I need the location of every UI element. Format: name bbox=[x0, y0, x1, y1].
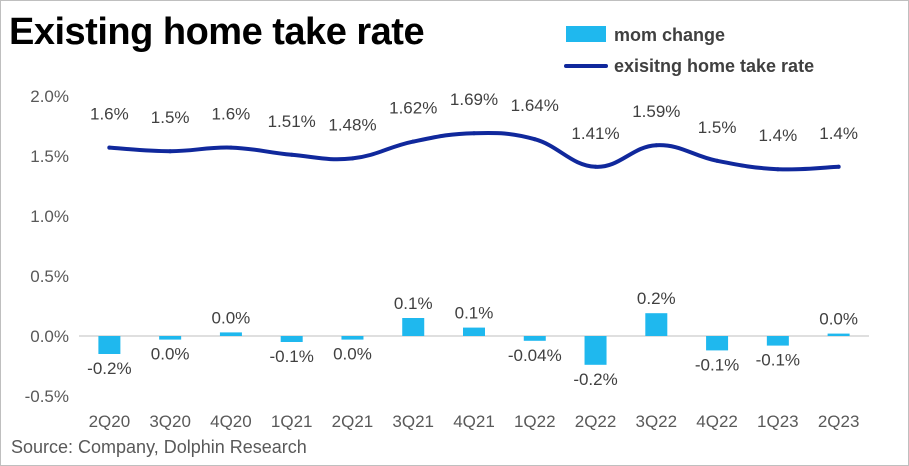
bar-mom-change bbox=[827, 333, 850, 336]
line-point bbox=[836, 164, 841, 169]
bar-data-label: -0.1% bbox=[695, 355, 739, 374]
bar-data-label: 0.0% bbox=[819, 310, 858, 329]
y-tick-label: 1.0% bbox=[30, 207, 69, 226]
x-tick-label: 1Q22 bbox=[514, 412, 556, 431]
bar-data-label: 0.0% bbox=[212, 308, 251, 327]
bar-mom-change bbox=[402, 318, 425, 336]
bar-data-label: -0.1% bbox=[756, 351, 800, 370]
line-data-label: 1.5% bbox=[151, 108, 190, 127]
line-data-label: 1.4% bbox=[819, 124, 858, 143]
bar-data-label: -0.2% bbox=[573, 370, 617, 389]
line-point bbox=[107, 145, 112, 150]
bar-mom-change bbox=[159, 336, 182, 340]
x-tick-label: 3Q22 bbox=[636, 412, 678, 431]
source-note: Source: Company, Dolphin Research bbox=[11, 437, 307, 457]
bar-mom-change bbox=[523, 336, 546, 341]
line-take-rate bbox=[107, 130, 841, 172]
line-point bbox=[228, 145, 233, 150]
bar-data-label: -0.2% bbox=[87, 359, 131, 378]
line-data-label: 1.4% bbox=[758, 126, 797, 145]
x-tick-label: 1Q21 bbox=[271, 412, 313, 431]
legend-swatch-bar bbox=[566, 26, 606, 42]
bar-data-label: 0.1% bbox=[455, 304, 494, 323]
chart-title: Existing home take rate bbox=[9, 11, 425, 53]
line-point bbox=[289, 152, 294, 157]
line-point bbox=[593, 164, 598, 169]
bar-mom-change bbox=[645, 313, 668, 336]
line-point bbox=[350, 156, 355, 161]
x-tick-label: 2Q21 bbox=[332, 412, 374, 431]
line-data-label: 1.41% bbox=[571, 124, 619, 143]
line-data-label: 1.6% bbox=[90, 105, 129, 124]
line-point bbox=[775, 167, 780, 172]
line-data-label: 1.51% bbox=[268, 112, 316, 131]
bar-data-label: -0.1% bbox=[269, 347, 313, 366]
y-tick-label: 0.0% bbox=[30, 327, 69, 346]
bar-mom-change bbox=[98, 336, 121, 354]
bar-mom-change bbox=[584, 336, 607, 365]
bar-data-label: 0.0% bbox=[151, 345, 190, 364]
bar-mom-change bbox=[706, 336, 729, 351]
line-point bbox=[472, 131, 476, 136]
bar-data-label: 0.1% bbox=[394, 294, 433, 313]
line-data-label: 1.59% bbox=[632, 102, 680, 121]
bar-mom-change bbox=[280, 336, 303, 342]
line-point bbox=[411, 139, 416, 144]
y-tick-label: -0.5% bbox=[25, 387, 69, 406]
line-data-label: 1.64% bbox=[511, 96, 559, 115]
x-tick-label: 2Q22 bbox=[575, 412, 617, 431]
line-data-label: 1.6% bbox=[212, 105, 251, 124]
y-tick-label: 0.5% bbox=[30, 267, 69, 286]
x-tick-label: 2Q20 bbox=[89, 412, 131, 431]
x-tick-label: 2Q23 bbox=[818, 412, 860, 431]
x-tick-label: 4Q22 bbox=[696, 412, 738, 431]
x-tick-label: 3Q21 bbox=[392, 412, 434, 431]
bar-data-label: 0.2% bbox=[637, 289, 676, 308]
bar-mom-change bbox=[766, 336, 789, 346]
line-point bbox=[168, 149, 173, 154]
line-data-label: 1.48% bbox=[328, 115, 376, 134]
bar-mom-change bbox=[341, 336, 364, 340]
y-tick-label: 2.0% bbox=[30, 87, 69, 106]
x-tick-label: 4Q20 bbox=[210, 412, 252, 431]
bar-data-label: 0.0% bbox=[333, 345, 372, 364]
x-tick-label: 3Q20 bbox=[149, 412, 191, 431]
line-point bbox=[532, 137, 537, 142]
line-data-label: 1.5% bbox=[698, 118, 737, 137]
line-data-label: 1.62% bbox=[389, 99, 437, 118]
legend-label-bar: mom change bbox=[614, 25, 725, 45]
line-point bbox=[715, 158, 720, 163]
bar-data-label: -0.04% bbox=[508, 346, 562, 365]
line-point bbox=[654, 143, 659, 148]
x-tick-label: 4Q21 bbox=[453, 412, 495, 431]
bar-mom-change bbox=[219, 332, 242, 336]
line-data-label: 1.69% bbox=[450, 90, 498, 109]
legend-label-line: exisitng home take rate bbox=[614, 56, 814, 76]
bar-mom-change bbox=[463, 327, 485, 336]
x-tick-label: 1Q23 bbox=[757, 412, 799, 431]
y-tick-label: 1.5% bbox=[30, 147, 69, 166]
